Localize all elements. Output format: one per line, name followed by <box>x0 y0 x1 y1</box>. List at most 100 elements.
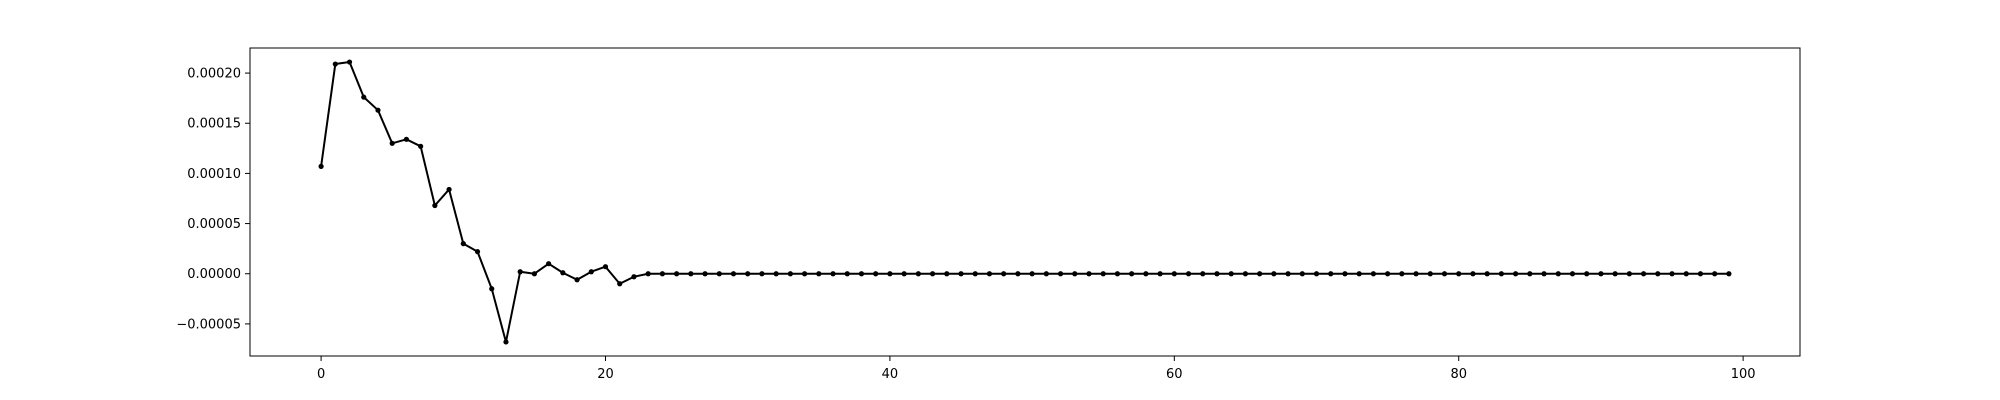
data-point <box>873 271 879 277</box>
data-point <box>503 339 509 345</box>
data-point <box>1356 271 1362 277</box>
data-point <box>389 140 395 146</box>
data-point <box>531 271 538 277</box>
data-point <box>1470 271 1476 277</box>
data-point <box>1129 271 1135 277</box>
data-point <box>1584 271 1590 277</box>
data-point <box>617 281 623 287</box>
data-point <box>1697 271 1704 277</box>
data-point <box>972 271 978 277</box>
data-point <box>1427 271 1433 277</box>
data-point <box>1456 271 1462 277</box>
data-point <box>1541 271 1547 277</box>
data-point <box>1015 271 1021 277</box>
data-point <box>1072 271 1078 277</box>
data-point <box>1555 271 1561 277</box>
data-point <box>1086 271 1092 277</box>
data-point <box>1043 271 1049 277</box>
data-point <box>801 271 808 277</box>
data-point <box>645 271 651 277</box>
data-point <box>1669 271 1675 277</box>
data-point <box>688 271 694 277</box>
data-point <box>403 136 410 142</box>
data-point <box>375 107 381 113</box>
data-point <box>460 241 466 247</box>
data-point <box>787 271 793 277</box>
data-point <box>1683 271 1689 277</box>
y-tick-label: 0.00000 <box>187 267 241 282</box>
data-point <box>759 271 765 277</box>
data-point <box>588 269 594 275</box>
data-point <box>1498 271 1504 277</box>
data-point <box>1626 271 1632 277</box>
data-point <box>418 143 424 149</box>
data-point <box>1171 271 1177 277</box>
data-point <box>631 274 637 280</box>
data-point <box>474 249 481 255</box>
data-point <box>915 271 921 277</box>
data-point <box>602 264 609 270</box>
data-point <box>745 271 751 277</box>
data-point <box>574 277 580 283</box>
data-point <box>929 271 936 277</box>
data-point <box>702 271 708 277</box>
y-tick-label: 0.00015 <box>187 117 241 132</box>
data-point <box>1527 271 1533 277</box>
data-point <box>1413 271 1419 277</box>
data-point <box>318 163 324 169</box>
data-point <box>1598 271 1604 277</box>
data-point <box>716 271 722 277</box>
data-point <box>1285 271 1291 277</box>
data-point <box>1328 271 1334 277</box>
data-point <box>432 202 438 209</box>
x-tick-label: 60 <box>1166 367 1183 382</box>
data-point <box>1640 271 1647 277</box>
plot-area: 0 20 40 60 80 100 −0.00005 0.00000 0.00005 0.0001… <box>176 59 1756 382</box>
data-point <box>546 261 552 267</box>
data-point <box>858 271 865 277</box>
data-point <box>446 186 452 193</box>
data-point <box>1569 271 1576 277</box>
y-tick-label: 0.00010 <box>187 167 241 182</box>
x-tick-label: 80 <box>1450 367 1467 382</box>
y-tick-label: −0.00005 <box>176 317 241 332</box>
data-point <box>958 271 964 277</box>
data-point <box>332 61 338 67</box>
data-point <box>1712 271 1718 277</box>
x-tick-label: 0 <box>317 367 325 382</box>
data-point <box>1185 271 1192 277</box>
data-point <box>816 271 822 277</box>
data-point <box>1029 271 1035 277</box>
data-point <box>1271 271 1277 277</box>
series-line <box>320 61 1729 343</box>
data-point <box>1228 271 1234 277</box>
data-point <box>1214 271 1220 277</box>
data-point <box>1385 271 1391 277</box>
data-point <box>674 271 680 277</box>
data-point <box>1100 271 1106 277</box>
x-tick-label: 40 <box>882 367 899 382</box>
data-point <box>1726 271 1732 277</box>
data-point <box>361 94 367 100</box>
data-point <box>1299 271 1305 277</box>
data-point <box>844 271 850 277</box>
x-tick-label: 100 <box>1731 367 1756 382</box>
data-point <box>517 269 523 275</box>
data-point <box>730 271 737 277</box>
data-point <box>1157 271 1163 277</box>
data-point <box>1342 271 1348 277</box>
data-point <box>944 271 950 277</box>
data-point <box>887 271 893 277</box>
data-point <box>346 59 353 65</box>
data-point <box>773 271 779 277</box>
data-point <box>1370 271 1376 277</box>
data-point <box>1114 271 1121 277</box>
data-point <box>1057 271 1064 277</box>
data-point <box>901 271 907 277</box>
data-point <box>1655 271 1661 277</box>
x-tick-label: 20 <box>597 367 614 382</box>
data-point <box>1313 271 1320 277</box>
data-point <box>1484 271 1490 277</box>
data-point <box>489 286 495 292</box>
